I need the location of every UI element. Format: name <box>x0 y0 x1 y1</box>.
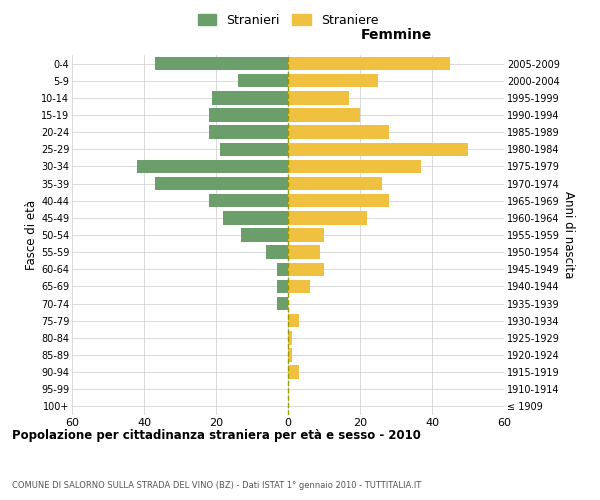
Bar <box>155 177 288 190</box>
Bar <box>288 177 382 190</box>
Bar <box>288 211 367 224</box>
Y-axis label: Anni di nascita: Anni di nascita <box>562 192 575 278</box>
Y-axis label: Fasce di età: Fasce di età <box>25 200 38 270</box>
Bar <box>288 331 292 344</box>
Bar <box>288 108 360 122</box>
Bar <box>241 228 288 241</box>
Bar <box>277 297 288 310</box>
Legend: Stranieri, Straniere: Stranieri, Straniere <box>193 8 383 32</box>
Bar <box>288 246 320 259</box>
Bar <box>288 280 310 293</box>
Bar <box>277 262 288 276</box>
Bar <box>266 246 288 259</box>
Bar <box>238 74 288 88</box>
Text: Femmine: Femmine <box>361 28 431 42</box>
Bar <box>288 262 324 276</box>
Bar <box>220 142 288 156</box>
Bar <box>212 91 288 104</box>
Bar <box>209 108 288 122</box>
Bar <box>288 194 389 207</box>
Bar <box>288 57 450 70</box>
Bar <box>288 314 299 328</box>
Bar <box>288 74 378 88</box>
Bar <box>223 211 288 224</box>
Text: Popolazione per cittadinanza straniera per età e sesso - 2010: Popolazione per cittadinanza straniera p… <box>12 430 421 442</box>
Bar <box>288 126 389 139</box>
Bar <box>137 160 288 173</box>
Bar <box>288 228 324 241</box>
Bar <box>288 160 421 173</box>
Bar <box>155 57 288 70</box>
Bar <box>209 194 288 207</box>
Bar <box>288 366 299 379</box>
Text: COMUNE DI SALORNO SULLA STRADA DEL VINO (BZ) - Dati ISTAT 1° gennaio 2010 - TUTT: COMUNE DI SALORNO SULLA STRADA DEL VINO … <box>12 481 421 490</box>
Bar <box>288 348 292 362</box>
Bar <box>288 91 349 104</box>
Bar <box>209 126 288 139</box>
Bar <box>288 142 468 156</box>
Bar <box>277 280 288 293</box>
